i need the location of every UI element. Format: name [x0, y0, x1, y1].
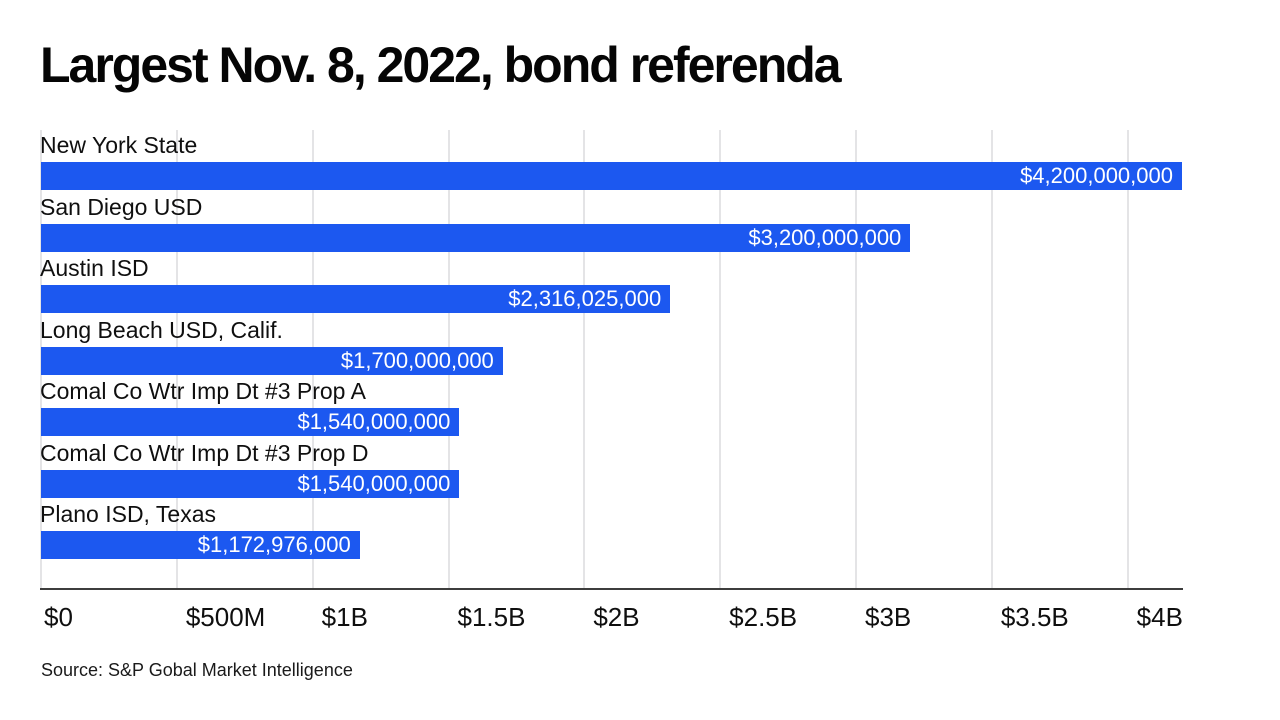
- gridline: [719, 130, 722, 588]
- bar-category-label: Plano ISD, Texas: [40, 501, 217, 527]
- bar-category-label: New York State: [40, 132, 198, 158]
- bar: $1,172,976,000: [41, 531, 360, 559]
- x-axis-labels: $0 $500M $1B $1.5B $2B $2.5B $3B $3.5B $4B: [41, 602, 1241, 638]
- bar-category-label: San Diego USD: [40, 194, 203, 220]
- x-axis-tick-label: $0: [44, 602, 73, 632]
- bar: $3,200,000,000: [41, 224, 911, 252]
- x-axis-tick-label: $4B: [1136, 602, 1183, 632]
- bar-value-label: $3,200,000,000: [748, 225, 902, 250]
- bar: $4,200,000,000: [41, 162, 1182, 190]
- x-axis-tick-label: $3B: [865, 602, 912, 632]
- gridline: [990, 130, 993, 588]
- bar: $1,700,000,000: [41, 347, 503, 375]
- bar-category-label: Long Beach USD, Calif.: [40, 317, 283, 343]
- x-axis-tick-label: $3.5B: [1000, 602, 1069, 632]
- x-axis-tick-label: $2.5B: [729, 602, 798, 632]
- bar: $1,540,000,000: [41, 470, 460, 498]
- gridline: [583, 130, 586, 588]
- bar-category-label: Austin ISD: [40, 255, 149, 281]
- bar: $1,540,000,000: [41, 408, 460, 436]
- plot-area: New York State $4,200,000,000 San Diego US…: [40, 130, 1182, 588]
- bar-value-label: $1,540,000,000: [297, 471, 451, 496]
- x-axis-line: [40, 588, 1183, 590]
- x-axis-tick-label: $1.5B: [457, 602, 526, 632]
- gridline: [1126, 130, 1129, 588]
- gridline: [855, 130, 857, 588]
- bar-category-label: Comal Co Wtr Imp Dt #3 Prop A: [40, 378, 366, 404]
- x-axis-tick-label: $500M: [185, 602, 266, 632]
- source-note: Source: S&P Gobal Market Intelligence: [41, 660, 353, 680]
- x-axis-tick-label: $2B: [593, 602, 640, 632]
- bar-value-label: $1,700,000,000: [340, 348, 494, 373]
- bar-value-label: $1,540,000,000: [297, 409, 451, 434]
- bar-value-label: $1,172,976,000: [197, 532, 351, 557]
- bar-category-label: Comal Co Wtr Imp Dt #3 Prop D: [40, 440, 369, 466]
- bar: $2,316,025,000: [41, 285, 671, 313]
- chart-title: Largest Nov. 8, 2022, bond referenda: [40, 37, 842, 93]
- bar-value-label: $4,200,000,000: [1020, 163, 1173, 188]
- bar-value-label: $2,316,025,000: [508, 286, 662, 311]
- x-axis-tick-label: $1B: [321, 602, 368, 632]
